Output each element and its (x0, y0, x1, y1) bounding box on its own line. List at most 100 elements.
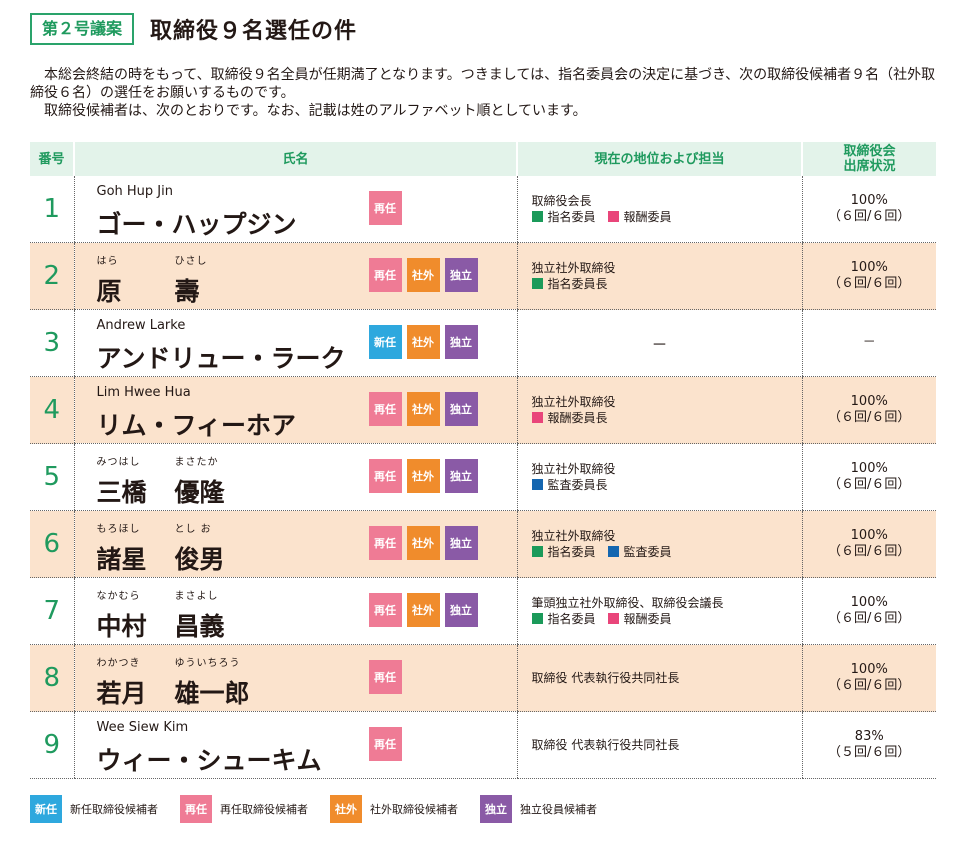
legend-label: 新任取締役候補者 (70, 803, 158, 816)
attendance-cell: 100% （６回/６回） (801, 242, 936, 310)
committee-role: 報酬委員 (607, 612, 672, 626)
candidate-number: 9 (30, 711, 74, 779)
attendance-detail: （５回/６回） (828, 745, 911, 760)
intro-text: 本総会終結の時をもって、取締役９名全員が任期満了となります。つきましては、指名委… (30, 66, 940, 120)
tag-re-badge: 再任 (368, 258, 402, 292)
committee-green-square-icon (531, 613, 543, 624)
committee-roles: 報酬委員長 (531, 410, 802, 426)
tag-sha-badge: 社外 (406, 593, 440, 627)
candidate-name-cell: もろほし とし お諸星 俊男 再任 社外 独立 (73, 510, 517, 578)
attendance-detail: （６回/６回） (828, 209, 911, 224)
committee-roles: 指名委員長 (531, 276, 802, 292)
legend: 新任 新任取締役候補者 再任 再任取締役候補者 社外 社外取締役候補者 独立 独立役員候補者 (30, 795, 619, 823)
committee-role: 指名委員 (531, 545, 596, 559)
attendance-cell: 100% （６回/６回） (801, 577, 936, 645)
position-dash: － (516, 309, 802, 377)
table-header-row: 番号 氏名 現在の地位および担当 取締役会 出席状況 (30, 142, 936, 176)
committee-roles: 監査委員長 (531, 477, 802, 493)
candidate-name-cell: わかつき ゆういちろう 若月 雄一郎 再任 (73, 644, 517, 712)
committee-role-label: 報酬委員 (623, 210, 672, 224)
candidate-name-katakana: ゴー・ハップジン (96, 210, 297, 239)
candidate-position-cell: 独立社外取締役 指名委員 監査委員 (516, 510, 802, 578)
header-number: 番号 (30, 142, 74, 176)
table-row: 6 もろほし とし お諸星 俊男 再任 社外 独立 独立社外取締役 指名委員 監査委員 100% （６… (30, 510, 936, 578)
candidate-tags: 新任 社外 独立 (368, 325, 478, 359)
legend-sha-badge: 社外 (330, 795, 362, 823)
candidate-number: 3 (30, 309, 74, 377)
candidate-given-name: 壽 (174, 277, 200, 306)
tag-sha-badge: 社外 (406, 459, 440, 493)
position-title: 取締役 代表執行役共同社長 (531, 738, 680, 752)
committee-role: 指名委員長 (531, 277, 608, 291)
legend-label: 再任取締役候補者 (220, 803, 308, 816)
candidate-tags: 再任 (368, 727, 402, 761)
attendance-cell: 100% （６回/６回） (801, 376, 936, 444)
table-row: 3 Andrew Larke アンドリュー・ラーク 新任 社外 独立 － － (30, 309, 936, 377)
candidate-given-name: 優隆 (174, 478, 225, 507)
table-row: 7 なかむら まさよし 中村 昌義 再任 社外 独立 筆頭独立社外取締役、取締役会議長 指名委員 報… (30, 577, 936, 645)
given-name-furigana: まさたか (174, 457, 219, 468)
committee-roles: 指名委員 監査委員 (531, 544, 802, 560)
attendance-cell: － (801, 309, 936, 377)
tag-doku-badge: 独立 (444, 459, 478, 493)
candidate-tags: 再任 社外 独立 (368, 526, 478, 560)
surname-furigana: はら (96, 256, 119, 267)
attendance-cell: 100% （６回/６回） (801, 443, 936, 511)
candidate-number: 8 (30, 644, 74, 712)
position-title: 筆頭独立社外取締役、取締役会議長 (531, 596, 724, 610)
candidate-romaji: Lim Hwee Hua (96, 385, 191, 400)
candidate-position-cell: 取締役 代表執行役共同社長 (516, 644, 802, 712)
position-title: 独立社外取締役 (531, 261, 616, 275)
candidate-surname: 諸星 (96, 545, 147, 574)
attendance-percent: 100% (850, 394, 888, 409)
attendance-percent: 100% (850, 260, 888, 275)
committee-role-label: 指名委員 (547, 210, 596, 224)
candidate-number: 4 (30, 376, 74, 444)
surname-furigana: みつはし (96, 457, 141, 468)
candidate-tags: 再任 社外 独立 (368, 593, 478, 627)
committee-role-label: 監査委員長 (547, 478, 608, 492)
legend-doku-badge: 独立 (480, 795, 512, 823)
candidate-name-cell: みつはし まさたか 三橋 優隆 再任 社外 独立 (73, 443, 517, 511)
attendance-percent: 100% (850, 662, 888, 677)
attendance-cell: 100% （６回/６回） (801, 176, 936, 243)
position-title: 独立社外取締役 (531, 529, 616, 543)
attendance-percent: 83% (854, 729, 884, 744)
committee-role: 監査委員 (607, 545, 672, 559)
candidate-romaji: Wee Siew Kim (96, 720, 189, 735)
header-position: 現在の地位および担当 (516, 142, 802, 176)
intro-paragraph-2: 取締役候補者は、次のとおりです。なお、記載は姓のアルファベット順としています。 (44, 103, 587, 119)
candidate-number: 6 (30, 510, 74, 578)
attendance-cell: 100% （６回/６回） (801, 510, 936, 578)
tag-doku-badge: 独立 (444, 526, 478, 560)
committee-role: 報酬委員 (607, 210, 672, 224)
legend-label: 独立役員候補者 (520, 803, 597, 816)
committee-role-label: 監査委員 (623, 545, 672, 559)
committee-role: 指名委員 (531, 210, 596, 224)
candidate-number: 5 (30, 443, 74, 511)
committee-role-label: 指名委員長 (547, 277, 608, 291)
committee-pink-square-icon (607, 613, 619, 624)
candidate-given-name: 雄一郎 (174, 679, 250, 708)
committee-roles: 指名委員 報酬委員 (531, 209, 802, 225)
candidate-surname: 原 (96, 277, 122, 306)
candidate-romaji: Andrew Larke (96, 318, 186, 333)
table-row: 5 みつはし まさたか 三橋 優隆 再任 社外 独立 独立社外取締役 監査委員長 100% （６回/６… (30, 443, 936, 511)
attendance-detail: （６回/６回） (828, 410, 911, 425)
candidate-position-cell: 取締役会長 指名委員 報酬委員 (516, 176, 802, 243)
attendance-percent: 100% (850, 193, 888, 208)
tag-re-badge: 再任 (368, 459, 402, 493)
committee-blue-square-icon (607, 546, 619, 557)
committee-role: 監査委員長 (531, 478, 608, 492)
candidate-tags: 再任 (368, 191, 402, 225)
given-name-furigana: まさよし (174, 591, 219, 602)
candidate-name-cell: Lim Hwee Hua リム・フィーホア 再任 社外 独立 (73, 376, 517, 444)
candidate-position-cell: 独立社外取締役 監査委員長 (516, 443, 802, 511)
candidate-position-cell: 筆頭独立社外取締役、取締役会議長指名委員 報酬委員 (516, 577, 802, 645)
attendance-detail: （６回/６回） (828, 544, 911, 559)
committee-role-label: 指名委員 (547, 612, 596, 626)
table-row: 9 Wee Siew Kim ウィー・シューキム 再任 取締役 代表執行役共同社長 83%… (30, 711, 936, 779)
committee-green-square-icon (531, 546, 543, 557)
candidate-position-cell: 独立社外取締役指名委員長 (516, 242, 802, 310)
candidate-name-cell: はら ひさし原 壽 再任 社外 独立 (73, 242, 517, 310)
